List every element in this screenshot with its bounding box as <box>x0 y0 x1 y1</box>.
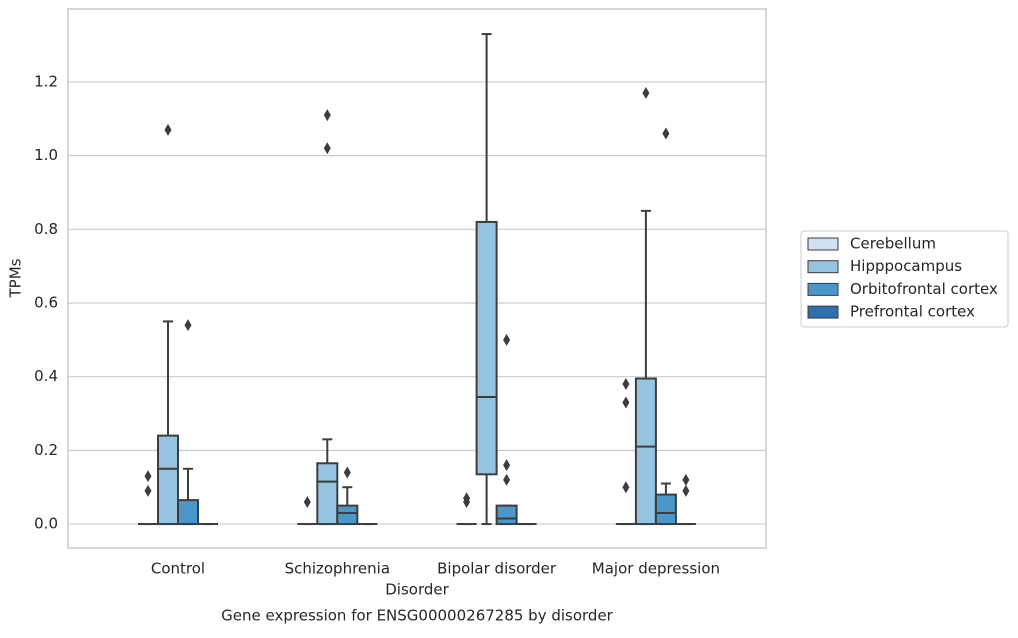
y-tick-label: 0.6 <box>34 294 58 312</box>
legend-swatch <box>807 282 839 296</box>
outlier <box>164 123 172 136</box>
y-axis-label: TPMs <box>7 258 25 298</box>
outlier <box>622 378 630 391</box>
outlier <box>662 127 670 140</box>
legend-label: Hipppocampus <box>850 257 962 275</box>
box <box>157 434 179 526</box>
y-tick-label: 0.0 <box>34 515 58 533</box>
outlier <box>303 495 311 508</box>
legend-label: Cerebellum <box>850 235 936 253</box>
box <box>634 377 657 526</box>
y-tick-label: 0.2 <box>34 441 58 459</box>
box <box>654 493 677 526</box>
chart-title: Gene expression for ENSG00000267285 by d… <box>221 607 614 625</box>
outlier <box>682 484 690 497</box>
y-tick-label: 0.4 <box>34 367 58 385</box>
outlier <box>323 142 331 155</box>
legend-label: Orbitofrontal cortex <box>850 280 998 298</box>
x-axis-label: Disorder <box>385 581 449 599</box>
legend-swatch <box>807 237 839 251</box>
outlier <box>642 87 650 99</box>
outlier <box>622 481 630 494</box>
outlier <box>622 396 630 409</box>
y-tick-label: 1.0 <box>34 146 58 164</box>
y-tick-label: 1.2 <box>34 72 58 90</box>
outlier <box>463 495 471 508</box>
outlier <box>144 470 152 483</box>
x-tick-label: Bipolar disorder <box>437 560 557 578</box>
outlier <box>503 459 511 472</box>
box <box>495 504 518 526</box>
outlier <box>503 333 511 346</box>
legend <box>800 230 1009 328</box>
box <box>336 504 359 526</box>
outlier <box>343 466 351 479</box>
y-tick-label: 0.8 <box>34 220 58 238</box>
legend-label: Prefrontal cortex <box>850 303 975 321</box>
outlier <box>682 473 690 486</box>
plot-frame <box>67 8 767 549</box>
legend-swatch <box>807 305 839 319</box>
x-tick-label: Major depression <box>592 560 720 578</box>
outlier <box>503 473 511 486</box>
outlier <box>144 484 152 497</box>
box <box>177 499 199 526</box>
x-tick-label: Schizophrenia <box>285 560 390 578</box>
box <box>316 462 339 526</box>
box <box>475 220 498 476</box>
outlier <box>323 109 331 122</box>
x-tick-label: Control <box>151 560 205 578</box>
outlier <box>184 319 192 332</box>
legend-swatch <box>807 260 839 274</box>
